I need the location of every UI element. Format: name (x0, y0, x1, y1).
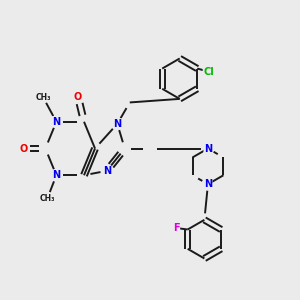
Text: N: N (52, 117, 60, 127)
Text: N: N (113, 119, 122, 129)
Text: O: O (74, 92, 82, 102)
Text: F: F (173, 223, 180, 233)
Text: CH₃: CH₃ (40, 194, 55, 203)
Text: N: N (103, 166, 111, 176)
Text: Cl: Cl (203, 67, 214, 76)
Text: N: N (52, 170, 60, 180)
Text: CH₃: CH₃ (35, 93, 51, 102)
Text: N: N (204, 143, 212, 154)
Text: N: N (204, 179, 212, 189)
Text: O: O (20, 143, 28, 154)
